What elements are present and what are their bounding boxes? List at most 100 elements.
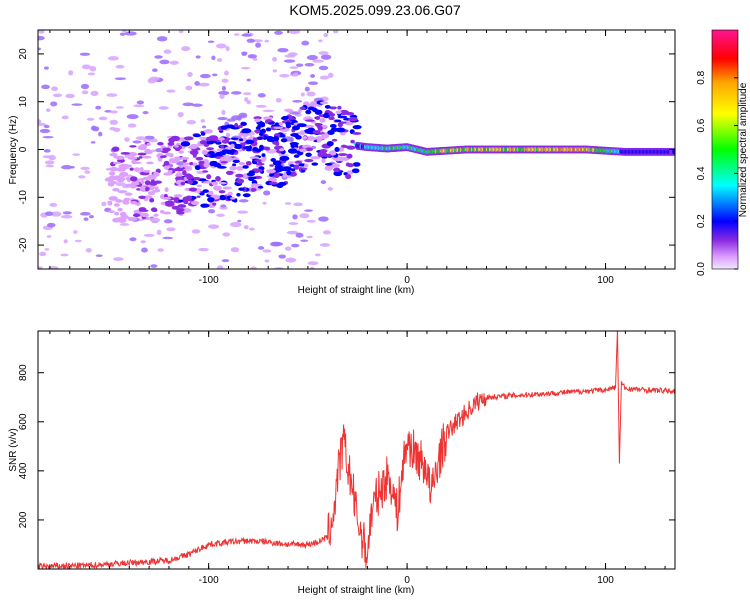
heatmap-noise-cell — [306, 55, 318, 61]
colorbar-tick-label: 0.6 — [696, 118, 707, 132]
heatmap-noise-cell — [230, 247, 240, 253]
snr-x-ticks: -100 0 100 — [49, 331, 666, 586]
heatmap-ridge-cell — [339, 131, 346, 136]
heatmap-noise-cell — [150, 149, 156, 153]
heatmap-noise-cell — [257, 246, 265, 250]
heatmap-noise-cell — [106, 93, 118, 97]
heatmap-noise-cell — [119, 223, 130, 226]
heatmap-ridge-cell — [125, 176, 130, 181]
heatmap-noise-cell — [295, 232, 304, 238]
heatmap-noise-cell — [129, 237, 137, 242]
heatmap-noise-cell — [318, 65, 329, 71]
heatmap-noise-cell — [92, 126, 100, 132]
heatmap-ridge-cell — [206, 174, 212, 180]
heatmap-noise-cell — [141, 247, 148, 253]
heatmap-ridge-cell — [310, 156, 321, 160]
heatmap-noise-cell — [272, 56, 278, 62]
heatmap-noise-cell — [201, 125, 207, 129]
heatmap-noise-cell — [229, 222, 242, 228]
heatmap-noise-cell — [318, 51, 329, 56]
heatmap-ridge-cell — [241, 128, 252, 134]
heatmap-ridge-cell — [189, 161, 194, 166]
heatmap-ridge-cell — [265, 136, 274, 140]
heatmap-ridge-cell — [146, 161, 154, 165]
heatmap-noise-cell — [304, 63, 315, 67]
heatmap-noise-cell — [80, 83, 90, 90]
heatmap-ridge-cell — [153, 171, 160, 176]
heatmap-noise-cell — [262, 109, 275, 113]
heatmap-ridge-cell — [139, 167, 144, 172]
heatmap-ridge-cell — [242, 145, 253, 150]
heatmap-ridge-cell — [212, 202, 217, 206]
heatmap-ridge-cell — [305, 152, 312, 157]
heatmap-y-tick-label: -20 — [18, 237, 29, 252]
heatmap-noise-cell — [304, 86, 310, 92]
heatmap-noise-cell — [98, 116, 108, 121]
heatmap-noise-cell — [51, 86, 58, 92]
heatmap-ridge-cell — [330, 163, 340, 168]
heatmap-y-tick-label: 20 — [18, 48, 29, 60]
heatmap-ridge-cell — [337, 115, 348, 119]
heatmap-ridge-cell — [287, 148, 298, 154]
heatmap-noise-cell — [73, 230, 78, 234]
heatmap-noise-cell — [200, 119, 206, 123]
heatmap-ridge-cell — [114, 211, 120, 216]
heatmap-noise-cell — [80, 166, 90, 171]
heatmap-noise-cell — [83, 217, 89, 221]
heatmap-ridge-cell — [351, 168, 360, 174]
heatmap-ridge-cell — [153, 213, 159, 217]
heatmap-noise-cell — [247, 54, 257, 59]
heatmap-noise-cell — [122, 30, 127, 33]
heatmap-x-tick-label: 0 — [404, 275, 410, 286]
heatmap-ridge-cell — [132, 161, 142, 165]
heatmap-ridge-cell — [328, 116, 335, 121]
heatmap-ridge-cell — [229, 165, 237, 171]
heatmap-ridge-cell — [264, 119, 270, 124]
heatmap-ridge-cell — [261, 153, 266, 157]
heatmap-ridge-cell — [287, 161, 296, 164]
heatmap-ridge-cell — [220, 160, 228, 164]
heatmap-noise-cell — [162, 236, 174, 240]
heatmap-ridge-cell — [234, 143, 242, 148]
heatmap-noise-cell — [177, 112, 184, 118]
heatmap-noise-cell — [243, 224, 249, 230]
heatmap-noise-cell — [191, 229, 201, 234]
heatmap-ridge-cell — [254, 159, 262, 163]
chart-title: KOM5.2025.099.23.06.G07 — [289, 2, 460, 18]
heatmap-noise-cell — [219, 93, 225, 100]
heatmap-noise-cell — [320, 54, 332, 60]
heatmap-noise-cell — [65, 93, 75, 99]
heatmap-x-tick-label: 100 — [597, 275, 614, 286]
heatmap-ridge-cell — [289, 142, 299, 146]
heatmap-noise-cell — [199, 73, 211, 79]
heatmap-ridge-cell — [145, 150, 153, 155]
heatmap-ridge-cell — [113, 203, 120, 207]
heatmap-noise-cell — [158, 106, 169, 110]
heatmap-ridge-cell — [272, 160, 282, 166]
heatmap-ridge-cell — [174, 145, 179, 148]
heatmap-ridge-cell — [163, 172, 173, 176]
heatmap-noise-cell — [284, 54, 296, 58]
heatmap-ridge-cell — [137, 152, 147, 156]
heatmap-ridge-cell — [147, 191, 155, 196]
heatmap-ridge-cell — [236, 178, 245, 184]
heatmap-ridge-cell — [122, 199, 130, 205]
heatmap-ridge-cell — [142, 169, 151, 173]
heatmap-y-axis-label: Frequency (Hz) — [8, 116, 19, 185]
heatmap-ridge-cell — [138, 156, 143, 159]
heatmap-ridge-cell — [228, 149, 237, 153]
heatmap-ridge-cell — [232, 159, 240, 163]
heatmap-ridge-cell — [180, 181, 186, 186]
heatmap-noise-cell — [119, 32, 126, 36]
heatmap-ridge-cell — [272, 136, 280, 142]
heatmap-ridge-cell — [293, 164, 300, 170]
heatmap-noise-cell — [114, 77, 127, 81]
colorbar: 0.0 0.2 0.4 0.6 0.8 Normalized spectral ampl… — [696, 29, 749, 276]
heatmap-noise-cell — [124, 31, 137, 36]
heatmap-noise-cell — [217, 116, 228, 121]
heatmap-noise-cell — [211, 55, 216, 61]
heatmap-noise-cell — [198, 82, 210, 87]
heatmap-ridge-cell — [290, 133, 298, 137]
heatmap-ridge-cell — [250, 187, 257, 192]
heatmap-ridge-cell — [222, 149, 230, 152]
